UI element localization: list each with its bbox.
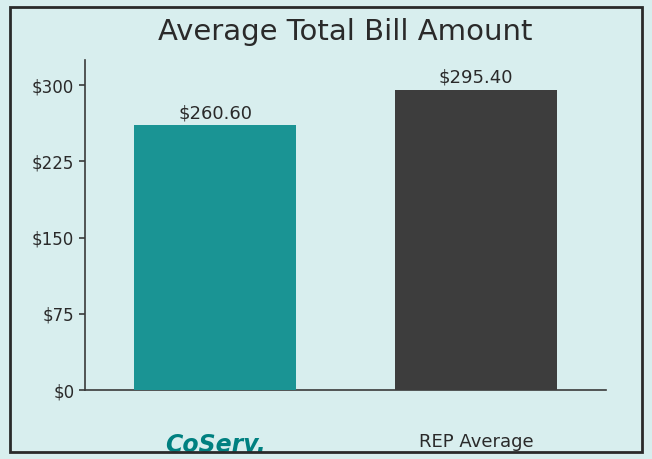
Bar bbox=[134, 125, 296, 390]
Text: $295.40: $295.40 bbox=[439, 69, 513, 87]
Title: Average Total Bill Amount: Average Total Bill Amount bbox=[158, 18, 533, 46]
Text: $260.60: $260.60 bbox=[178, 104, 252, 122]
Text: CoServ.: CoServ. bbox=[165, 433, 265, 457]
Text: REP Average: REP Average bbox=[419, 433, 533, 451]
Bar bbox=[395, 90, 557, 390]
